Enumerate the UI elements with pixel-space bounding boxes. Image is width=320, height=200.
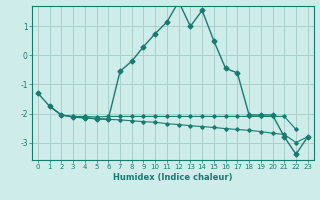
X-axis label: Humidex (Indice chaleur): Humidex (Indice chaleur) — [113, 173, 233, 182]
